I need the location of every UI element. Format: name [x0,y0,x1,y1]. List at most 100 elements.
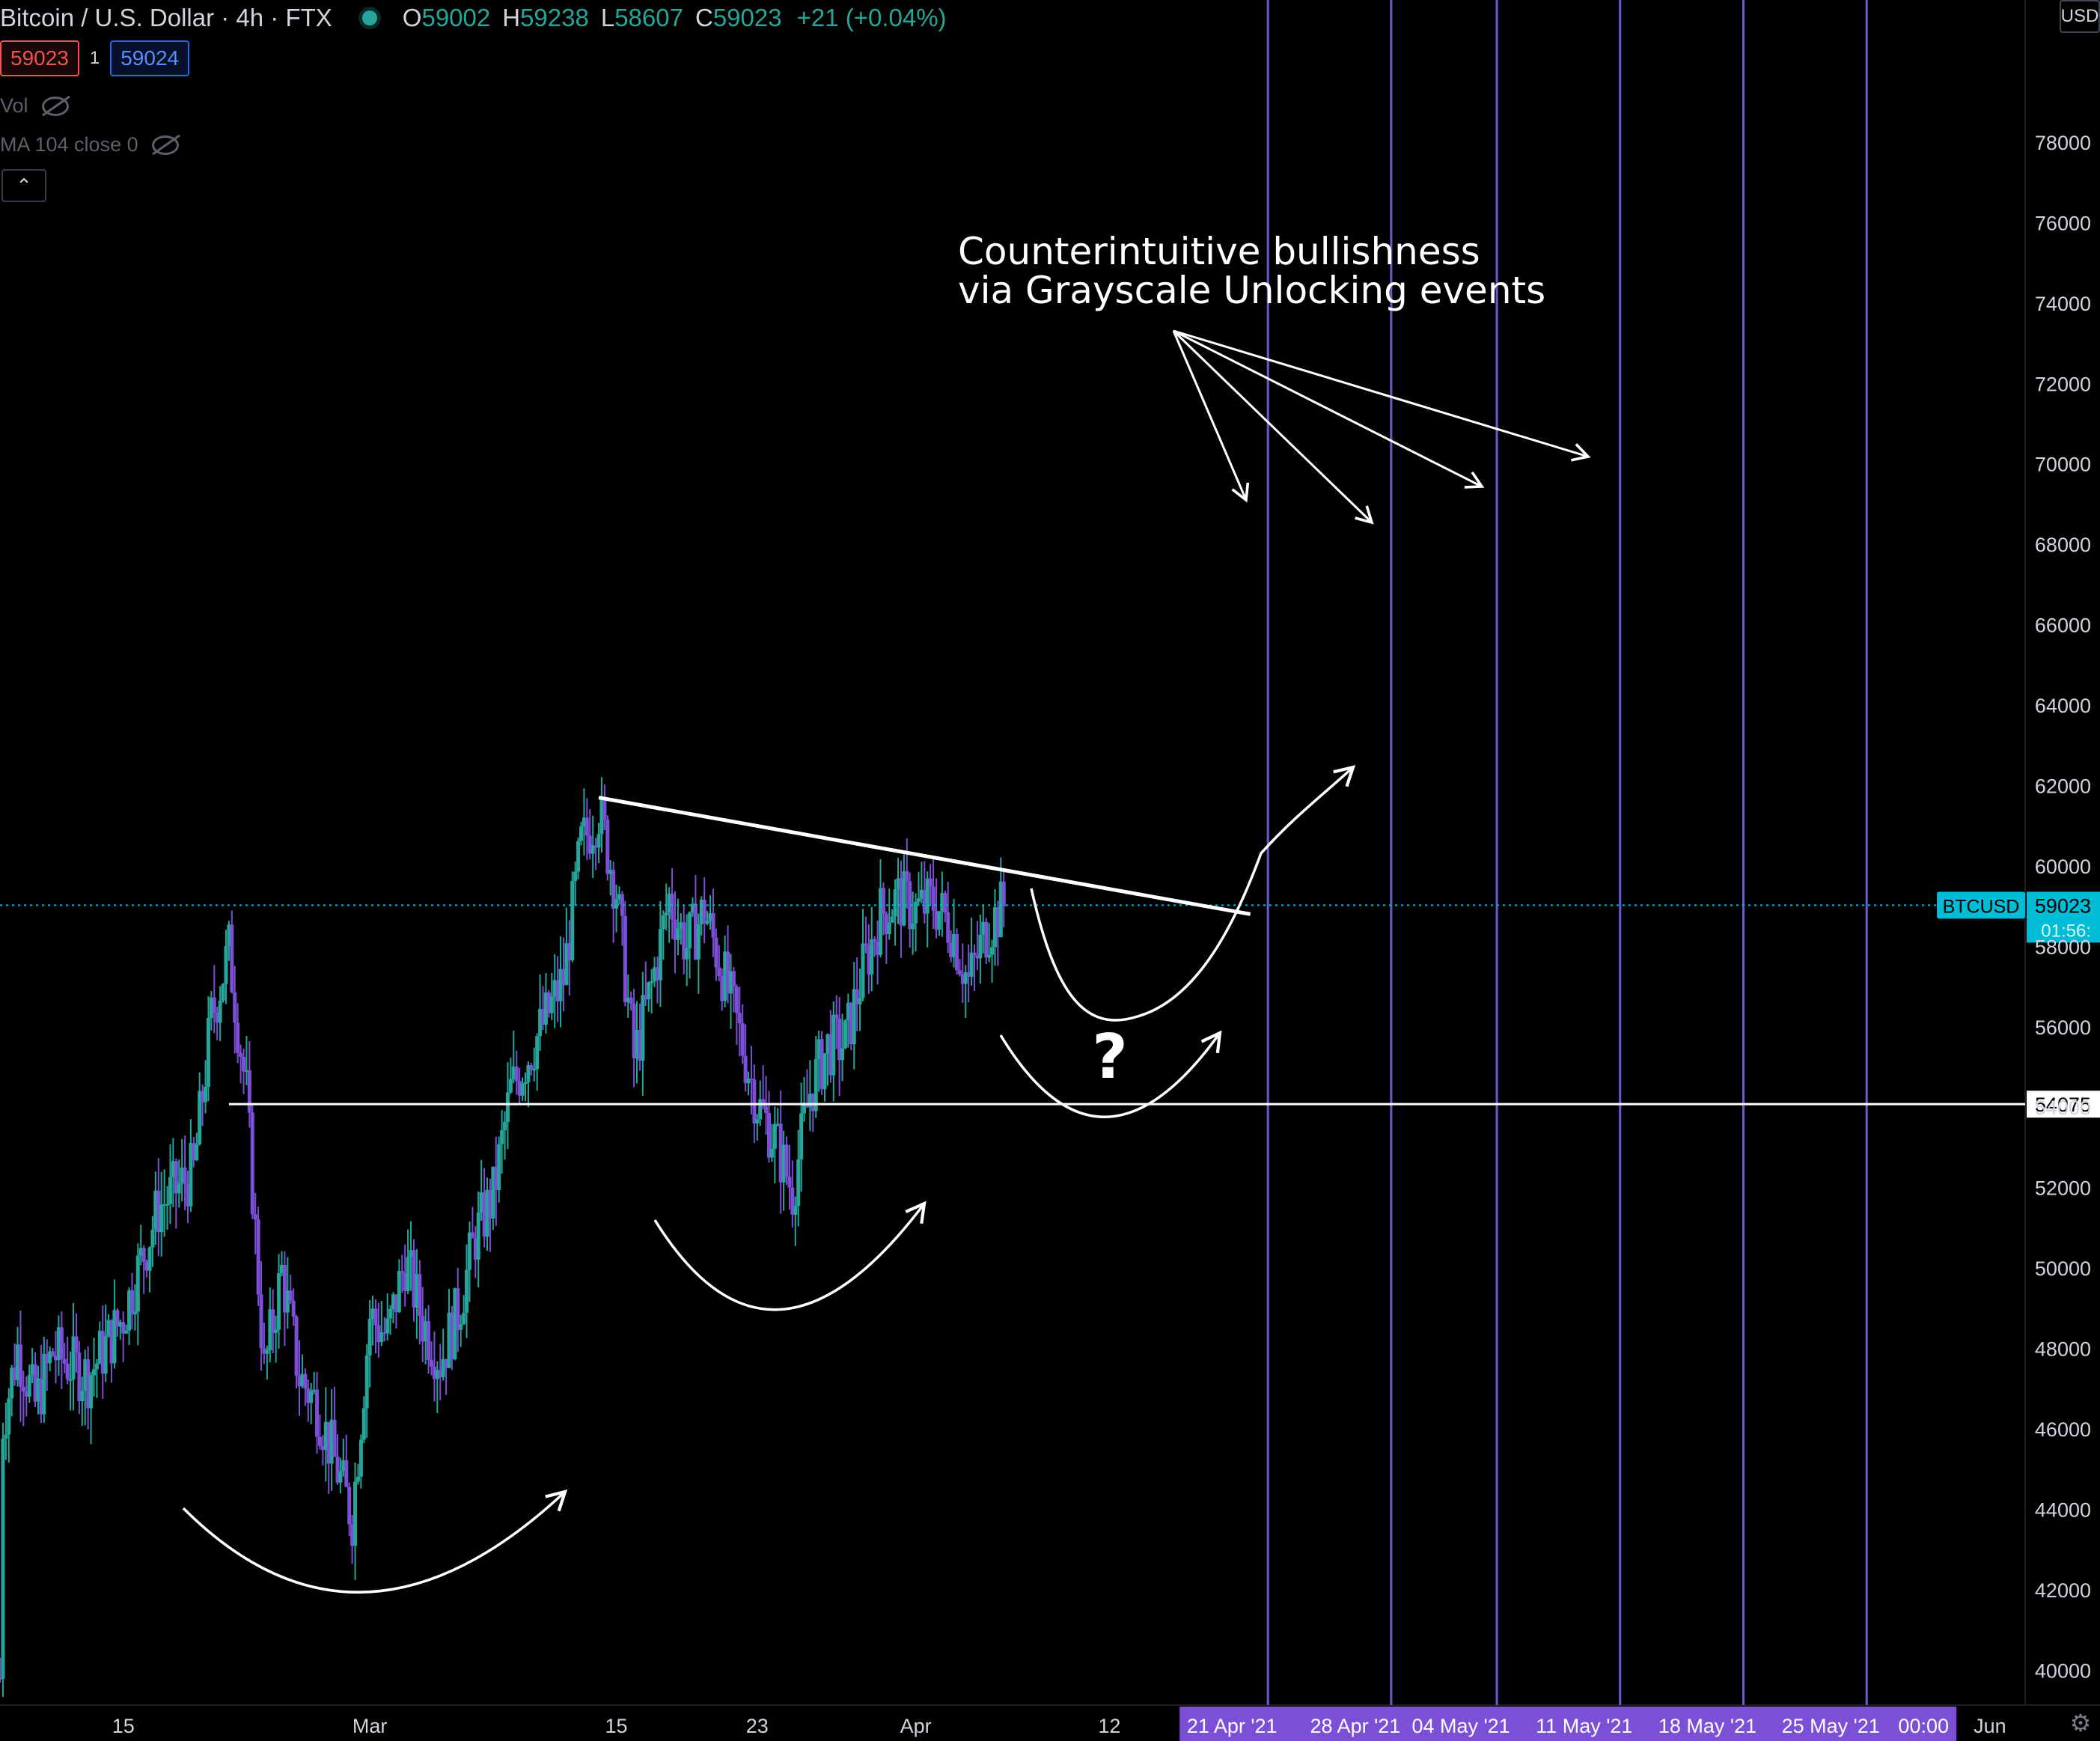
candle-body [535,1036,540,1070]
x-tick-label: 15 [112,1715,135,1737]
candle-body [382,1332,387,1334]
candle-body [896,878,900,890]
gear-icon[interactable]: ⚙ [2069,1710,2092,1737]
candle-body [828,1034,833,1076]
y-tick-label: 42000 [2035,1579,2091,1602]
candle-body [608,870,613,874]
candle-body [262,1348,266,1354]
event-time-label: 00:00 [1898,1715,1949,1737]
candle-body [673,919,677,940]
candle-body [778,1123,783,1183]
ohlc-values: O59002 H59238 L58607 C59023 +21 (+0.04%) [402,4,947,31]
candle-body [670,894,674,920]
candle-body [277,1272,281,1330]
candle-body [614,899,619,909]
candle-body [957,970,962,975]
event-date-label: 11 May '21 [1536,1715,1632,1737]
y-tick-label: 72000 [2035,373,2091,395]
indicator-ma[interactable]: MA 104 close 0 [0,133,179,156]
candle-body [467,1232,471,1270]
candle-body [855,989,859,1004]
candle-body [18,1344,22,1387]
candle-body [743,1055,748,1084]
sell-price-button[interactable]: 59023 [0,40,79,76]
candle-body [876,942,880,955]
candle-body [943,893,947,913]
candle-body [992,907,997,948]
y-tick-label: 60000 [2035,856,2091,878]
current-price-label: 59023 [2035,894,2091,917]
candle-body [165,1204,170,1206]
candle-body [975,955,980,959]
drawn-curve-arrow-3 [999,1030,1222,1118]
candle-body [752,1079,757,1123]
candle-body [482,1192,486,1237]
drawn-curve-arrow-2 [653,1201,927,1311]
event-date-label: 04 May '21 [1411,1715,1510,1737]
legend-separator: · [263,4,286,31]
candle-body [576,841,581,872]
candle-body [849,1002,853,1045]
trendline[interactable] [598,796,1251,916]
buy-price-button[interactable]: 59024 [110,40,190,76]
event-date-label: 18 May '21 [1658,1715,1756,1737]
candle-body [969,952,974,977]
candle-body [693,903,698,960]
candle-body [611,870,616,909]
candle-body [297,1375,302,1387]
symbol-tag[interactable] [1937,891,2025,919]
candle-body [928,878,933,887]
exchange-label[interactable]: FTX [285,4,332,31]
candle-body [141,1248,146,1263]
candle-body [596,834,601,848]
eye-hidden-icon[interactable] [41,96,69,116]
candle-body [16,1344,20,1380]
candle-body [83,1359,88,1391]
candle-body [227,924,231,947]
y-tick-label: 46000 [2035,1418,2091,1441]
candle-body [564,943,569,986]
eye-hidden-icon[interactable] [151,135,179,155]
candle-body [168,1177,172,1204]
candle-body [503,1121,507,1131]
candle-body [676,928,680,940]
indicator-vol[interactable]: Vol [0,94,69,118]
symbol-legend[interactable]: Bitcoin / U.S. Dollar · 4h · FTX O59002 … [0,0,947,36]
candle-body [644,995,648,1000]
candle-body [825,1034,830,1054]
candle-body [488,1189,492,1219]
candle-body [723,951,727,1001]
market-status-dot[interactable] [361,10,377,25]
candle-body [831,1014,836,1076]
candle-body [438,1370,442,1377]
candle-body [36,1378,40,1402]
candle-body [341,1460,346,1472]
candle-body [338,1471,343,1483]
candle-body [567,943,572,960]
candle-body [358,1439,363,1477]
candle-body [919,889,924,899]
candle-body [494,1166,498,1191]
candle-body [171,1161,175,1177]
candle-body [385,1318,390,1334]
candle-body [485,1189,489,1237]
candle-body [465,1269,469,1314]
indicator-vol-label: Vol [0,94,28,117]
candle-body [708,912,712,921]
candle-body [691,903,695,913]
candle-body [802,1105,807,1114]
candle-body [705,921,709,924]
candle-body [696,924,700,960]
currency-label[interactable]: USD [2060,0,2100,33]
candle-body [303,1373,308,1388]
interval-label[interactable]: 4h [236,4,264,31]
candle-body [204,1087,208,1103]
symbol-name[interactable]: Bitcoin / U.S. Dollar [0,4,215,31]
candle-body [250,1112,254,1215]
candle-body [650,981,654,984]
candle-body [870,939,874,975]
candle-body [990,947,995,955]
candle-body [790,1187,795,1215]
chevron-up-icon[interactable]: ⌃ [1,169,46,202]
